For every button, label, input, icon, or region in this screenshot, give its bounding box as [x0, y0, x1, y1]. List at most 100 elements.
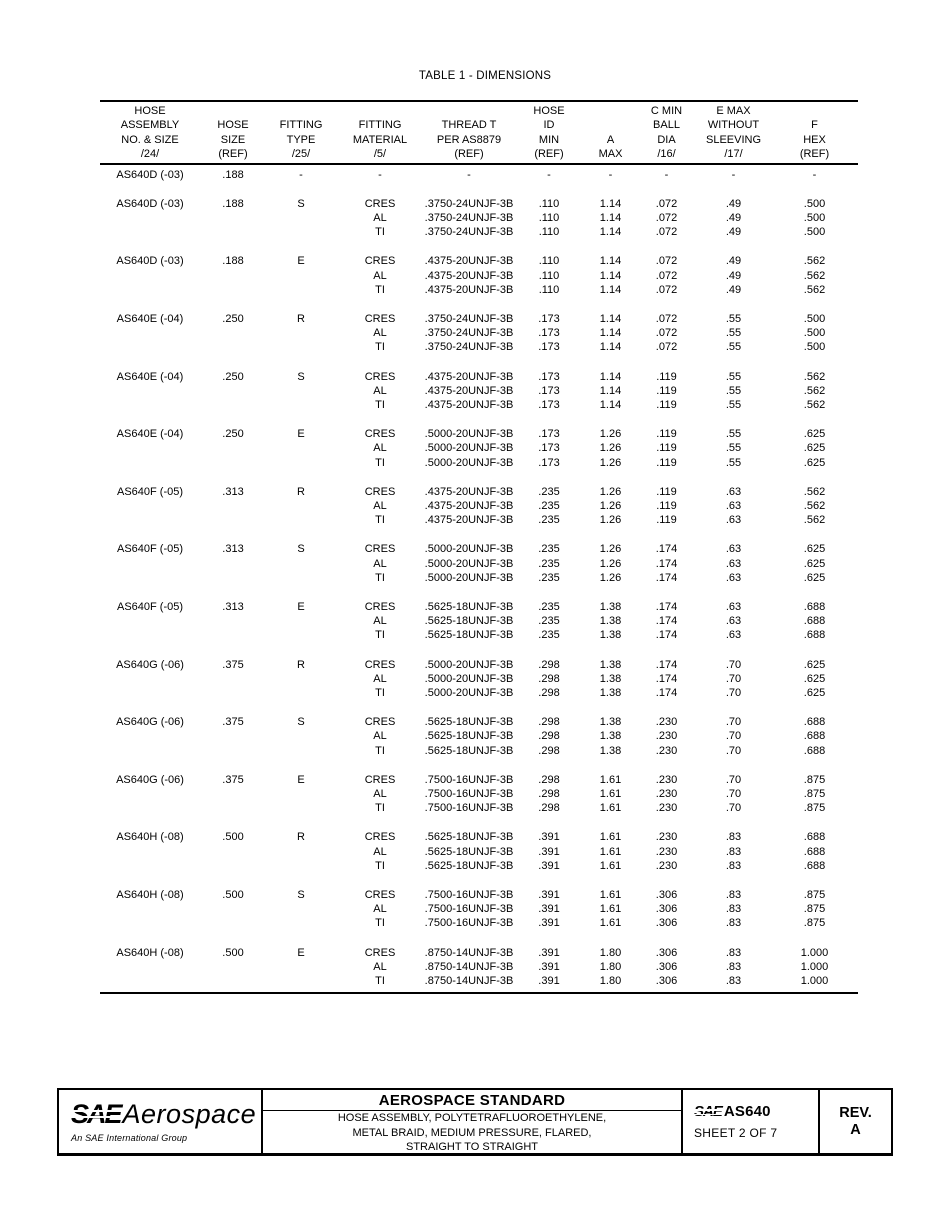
cell-e_max: .70 [725, 687, 742, 700]
table-row: AL .5000-20UNJF-3B .235 1.26 .174 .63 .625 [100, 557, 858, 571]
cell-f_hex: .875 [803, 903, 826, 916]
cell-c_min: .072 [655, 283, 678, 296]
cell-c_min: .174 [655, 601, 678, 614]
cell-a_max: 1.61 [599, 859, 622, 872]
cell-assembly: AS640G (-06) [116, 658, 184, 671]
cell-e_max: .55 [725, 327, 742, 340]
cell-type [266, 269, 336, 283]
table-row: AS640F (-05) .313 R CRES .4375-20UNJF-3B .235… [100, 485, 858, 499]
cell-thread: .3750-24UNJF-3B [424, 312, 514, 325]
cell-a_max: 1.61 [599, 889, 622, 902]
cell-a_max: 1.38 [599, 615, 622, 628]
cell-a_max: - [608, 168, 613, 181]
cell-size [200, 614, 266, 628]
cell-assembly [100, 974, 200, 993]
cell-assembly: AS640G (-06) [116, 773, 184, 786]
assembly-group: AS640E (-04) .250 E CRES .5000-20UNJF-3B .173… [100, 412, 858, 470]
cell-f_hex: .500 [803, 211, 826, 224]
cell-id_min: .110 [538, 226, 560, 239]
cell-assembly [100, 398, 200, 412]
cell-material: CRES [364, 658, 396, 671]
cell-a_max: 1.38 [599, 601, 622, 614]
cell-e_max: .55 [725, 341, 742, 354]
cell-e_max: .83 [725, 845, 742, 858]
cell-f_hex: .625 [803, 543, 826, 556]
cell-thread: .8750-14UNJF-3B [424, 960, 514, 973]
table-title: TABLE 1 - DIMENSIONS [418, 70, 552, 82]
assembly-group: AS640F (-05) .313 E CRES .5625-18UNJF-3B .235… [100, 585, 858, 643]
cell-type: - [299, 168, 303, 181]
cell-e_max: .49 [725, 283, 742, 296]
cell-id_min: .173 [538, 312, 560, 325]
cell-thread: .5625-18UNJF-3B [424, 629, 514, 642]
cell-c_min: .119 [656, 485, 677, 498]
cell-c_min: .306 [655, 960, 678, 973]
group-spacer [100, 297, 858, 312]
cell-a_max: 1.61 [599, 845, 622, 858]
cell-e_max: .63 [725, 543, 742, 556]
cell-type: R [297, 658, 305, 671]
cell-f_hex: .625 [803, 456, 826, 469]
cell-assembly [100, 269, 200, 283]
cell-material: TI [375, 514, 385, 527]
cell-c_min: .174 [655, 557, 678, 570]
cell-size: .313 [222, 543, 244, 556]
cell-type: E [297, 601, 305, 614]
cell-c_min: .174 [655, 687, 678, 700]
cell-id_min: .298 [538, 687, 560, 700]
table-row: TI .7500-16UNJF-3B .391 1.61 .306 .83 .875 [100, 916, 858, 930]
cell-f_hex: 1.000 [800, 960, 829, 973]
table-row: TI .4375-20UNJF-3B .173 1.14 .119 .55 .562 [100, 398, 858, 412]
cell-id_min: .391 [538, 889, 560, 902]
group-spacer [100, 643, 858, 658]
cell-assembly [100, 916, 200, 930]
column-header-c_min: C MIN BALL DIA/16/ [650, 105, 683, 161]
cell-e_max: .63 [725, 615, 742, 628]
cell-e_max: .49 [725, 211, 742, 224]
table-row: TI .3750-24UNJF-3B .110 1.14 .072 .49 .500 [100, 225, 858, 239]
cell-thread: .5000-20UNJF-3B [424, 543, 514, 556]
cell-e_max: .49 [725, 226, 742, 239]
cell-f_hex: .688 [803, 744, 826, 757]
cell-size [200, 456, 266, 470]
cell-size [200, 513, 266, 527]
table-row: TI .5625-18UNJF-3B .391 1.61 .230 .83 .688 [100, 859, 858, 873]
cell-f_hex: .562 [803, 500, 826, 513]
cell-id_min: .298 [538, 658, 560, 671]
cell-id_min: .298 [538, 730, 560, 743]
sae-aerospace-logo: SAEAerospace An SAE International Group [59, 1090, 263, 1153]
cell-thread: .5000-20UNJF-3B [424, 428, 514, 441]
cell-assembly [100, 513, 200, 527]
cell-thread: .5000-20UNJF-3B [424, 687, 514, 700]
cell-f_hex: .562 [803, 283, 826, 296]
table-row: TI .4375-20UNJF-3B .235 1.26 .119 .63 .562 [100, 513, 858, 527]
table-row: AS640D (-03) .188 - - - - - - - - [100, 164, 858, 182]
cell-id_min: .235 [538, 514, 560, 527]
cell-material: CRES [364, 946, 396, 959]
table-row: AL .3750-24UNJF-3B .173 1.14 .072 .55 .500 [100, 326, 858, 340]
cell-material: AL [373, 269, 387, 282]
cell-material: - [378, 168, 382, 181]
cell-material: CRES [364, 428, 396, 441]
table-row: AL .8750-14UNJF-3B .391 1.80 .306 .83 1.000 [100, 960, 858, 974]
cell-f_hex: .500 [803, 197, 826, 210]
table-row: AL .5000-20UNJF-3B .298 1.38 .174 .70 .625 [100, 672, 858, 686]
cell-id_min: .235 [538, 557, 560, 570]
cell-assembly: AS640D (-03) [116, 168, 184, 181]
cell-size [200, 283, 266, 297]
cell-e_max: .83 [725, 889, 742, 902]
cell-assembly [100, 283, 200, 297]
cell-type [266, 499, 336, 513]
cell-size [200, 225, 266, 239]
cell-f_hex: - [812, 168, 817, 181]
cell-e_max: .63 [725, 571, 742, 584]
cell-thread: .4375-20UNJF-3B [424, 514, 514, 527]
cell-a_max: 1.38 [599, 687, 622, 700]
group-spacer [100, 412, 858, 427]
cell-size [200, 744, 266, 758]
cell-id_min: .298 [538, 672, 560, 685]
cell-a_max: 1.80 [599, 975, 622, 988]
cell-c_min: .119 [656, 384, 677, 397]
cell-type [266, 960, 336, 974]
cell-assembly [100, 628, 200, 642]
